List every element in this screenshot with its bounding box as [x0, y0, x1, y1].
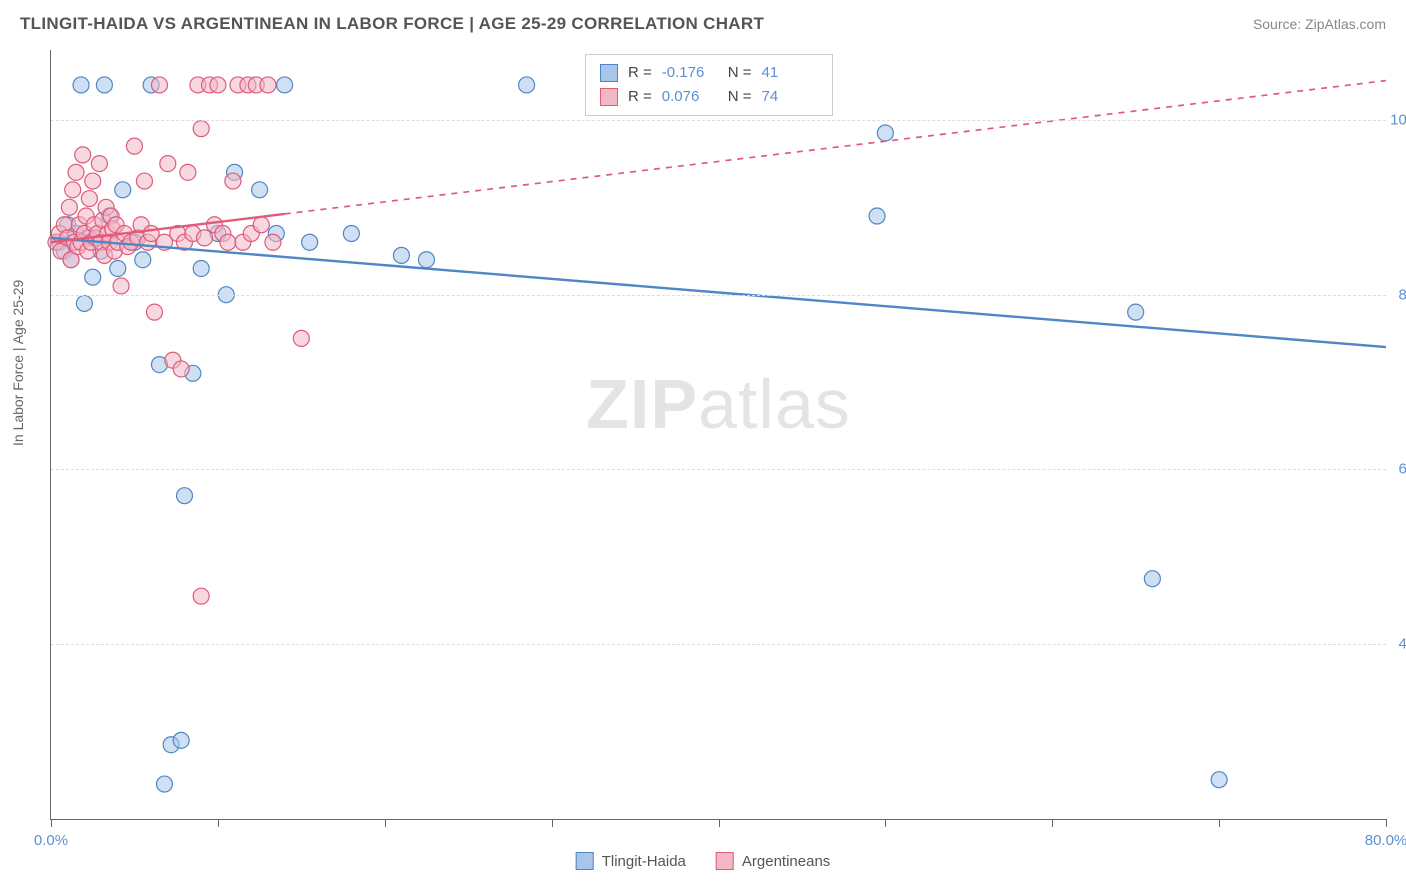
scatter-point: [252, 182, 268, 198]
chart-header: TLINGIT-HAIDA VS ARGENTINEAN IN LABOR FO…: [0, 0, 1406, 48]
scatter-point: [85, 173, 101, 189]
y-tick-label: 60.0%: [1398, 461, 1406, 478]
scatter-point: [1211, 772, 1227, 788]
legend-item: Tlingit-Haida: [576, 852, 686, 870]
source-name: ZipAtlas.com: [1305, 16, 1386, 32]
scatter-point: [61, 199, 77, 215]
scatter-point: [173, 732, 189, 748]
x-tick: [719, 819, 720, 827]
x-tick-label: 0.0%: [34, 832, 68, 849]
legend-swatch: [600, 88, 618, 106]
scatter-point: [76, 295, 92, 311]
x-tick-label: 80.0%: [1365, 832, 1406, 849]
x-tick: [1219, 819, 1220, 827]
x-tick: [218, 819, 219, 827]
scatter-point: [81, 191, 97, 207]
scatter-point: [293, 330, 309, 346]
scatter-point: [869, 208, 885, 224]
chart-source: Source: ZipAtlas.com: [1253, 16, 1386, 32]
scatter-point: [85, 269, 101, 285]
scatter-point: [193, 121, 209, 137]
scatter-point: [126, 138, 142, 154]
legend-row: R = -0.176 N = 41: [600, 61, 818, 85]
gridline: [51, 295, 1386, 296]
r-value: -0.176: [662, 61, 718, 85]
scatter-point: [96, 77, 112, 93]
scatter-point: [197, 230, 213, 246]
scatter-point: [519, 77, 535, 93]
legend-row: R = 0.076 N = 74: [600, 85, 818, 109]
scatter-point: [210, 77, 226, 93]
scatter-point: [193, 260, 209, 276]
trend-line-dashed: [285, 81, 1386, 214]
scatter-point: [877, 125, 893, 141]
scatter-point: [156, 776, 172, 792]
scatter-point: [1128, 304, 1144, 320]
x-tick: [1052, 819, 1053, 827]
legend-swatch: [716, 852, 734, 870]
source-prefix: Source:: [1253, 16, 1305, 32]
n-label: N =: [728, 85, 752, 109]
scatter-point: [75, 147, 91, 163]
legend-label: Argentineans: [742, 853, 830, 870]
scatter-point: [393, 247, 409, 263]
scatter-point: [110, 260, 126, 276]
legend-swatch: [600, 64, 618, 82]
scatter-point: [135, 252, 151, 268]
correlation-legend: R = -0.176 N = 41 R = 0.076 N = 74: [585, 54, 833, 116]
n-value: 41: [762, 61, 818, 85]
legend-swatch: [576, 852, 594, 870]
chart-svg-layer: [51, 50, 1386, 819]
scatter-point: [91, 156, 107, 172]
scatter-point: [136, 173, 152, 189]
scatter-point: [1144, 571, 1160, 587]
scatter-point: [180, 164, 196, 180]
y-axis-title: In Labor Force | Age 25-29: [10, 280, 26, 446]
scatter-point: [302, 234, 318, 250]
gridline: [51, 644, 1386, 645]
scatter-point: [253, 217, 269, 233]
scatter-point: [277, 77, 293, 93]
scatter-point: [343, 226, 359, 242]
n-label: N =: [728, 61, 752, 85]
gridline: [51, 120, 1386, 121]
gridline: [51, 469, 1386, 470]
series-legend: Tlingit-Haida Argentineans: [576, 852, 831, 870]
x-tick: [51, 819, 52, 827]
scatter-point: [73, 77, 89, 93]
r-value: 0.076: [662, 85, 718, 109]
legend-label: Tlingit-Haida: [602, 853, 686, 870]
x-tick: [885, 819, 886, 827]
r-label: R =: [628, 85, 652, 109]
trend-line: [51, 238, 1386, 347]
scatter-point: [193, 588, 209, 604]
scatter-point: [151, 77, 167, 93]
scatter-point: [113, 278, 129, 294]
scatter-point: [146, 304, 162, 320]
x-tick: [552, 819, 553, 827]
scatter-point: [225, 173, 241, 189]
y-tick-label: 80.0%: [1398, 286, 1406, 303]
scatter-point: [68, 164, 84, 180]
scatter-point: [418, 252, 434, 268]
n-value: 74: [762, 85, 818, 109]
y-tick-label: 40.0%: [1398, 636, 1406, 653]
scatter-point: [177, 488, 193, 504]
scatter-point: [265, 234, 281, 250]
scatter-point: [260, 77, 276, 93]
scatter-point: [160, 156, 176, 172]
scatter-point: [115, 182, 131, 198]
chart-title: TLINGIT-HAIDA VS ARGENTINEAN IN LABOR FO…: [20, 14, 764, 34]
x-tick: [385, 819, 386, 827]
plot-area: ZIPatlas R =-0.176N =41R =0.076N =74 40.…: [50, 50, 1386, 820]
scatter-point: [173, 361, 189, 377]
legend-item: Argentineans: [716, 852, 830, 870]
r-label: R =: [628, 61, 652, 85]
y-tick-label: 100.0%: [1390, 111, 1406, 128]
scatter-point: [65, 182, 81, 198]
x-tick: [1386, 819, 1387, 827]
scatter-point: [220, 234, 236, 250]
